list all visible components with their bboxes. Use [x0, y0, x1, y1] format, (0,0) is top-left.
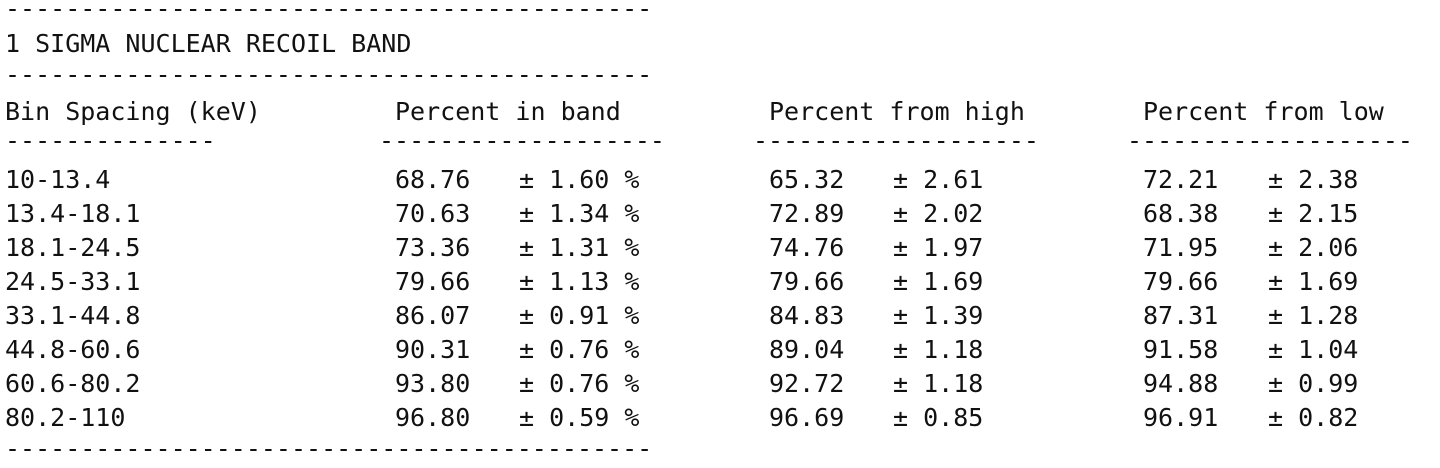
cell-in-band-error: ± 1.31 %	[519, 233, 640, 262]
cell-in-band-error: ± 1.13 %	[519, 267, 640, 296]
cell-from-low-error: ± 0.99	[1268, 369, 1359, 398]
cell-percent-in-band: 68.76	[395, 165, 471, 194]
header-rule-in-band: -------------------	[379, 126, 665, 155]
cell-percent-in-band: 90.31	[395, 335, 471, 364]
cell-from-low-error: ± 1.69	[1268, 267, 1359, 296]
cell-percent-from-high: 72.89	[769, 199, 845, 228]
cell-percent-in-band: 86.07	[395, 301, 471, 330]
cell-from-low-error: ± 1.04	[1268, 335, 1359, 364]
cell-from-low-error: ± 0.82	[1268, 403, 1359, 432]
cell-bin-spacing: 10-13.4	[5, 165, 111, 194]
cell-bin-spacing: 24.5-33.1	[5, 267, 141, 296]
cell-percent-from-low: 71.95	[1143, 233, 1219, 262]
cell-from-high-error: ± 1.39	[893, 301, 984, 330]
cell-percent-in-band: 96.80	[395, 403, 471, 432]
cell-bin-spacing: 44.8-60.6	[5, 335, 141, 364]
cell-percent-in-band: 70.63	[395, 199, 471, 228]
cell-percent-from-high: 84.83	[769, 301, 845, 330]
cell-percent-from-low: 91.58	[1143, 335, 1219, 364]
cell-percent-in-band: 79.66	[395, 267, 471, 296]
cell-from-high-error: ± 1.69	[893, 267, 984, 296]
cell-percent-from-low: 96.91	[1143, 403, 1219, 432]
cell-percent-from-low: 94.88	[1143, 369, 1219, 398]
cell-percent-from-low: 72.21	[1143, 165, 1219, 194]
cell-percent-from-high: 74.76	[769, 233, 845, 262]
cell-from-high-error: ± 2.61	[893, 165, 984, 194]
header-percent-in-band: Percent in band	[395, 97, 621, 126]
cell-percent-from-high: 79.66	[769, 267, 845, 296]
title-rule: ----------------------------------------…	[5, 60, 653, 89]
cell-percent-from-low: 87.31	[1143, 301, 1219, 330]
top-rule: ----------------------------------------…	[5, 0, 653, 23]
cell-bin-spacing: 18.1-24.5	[5, 233, 141, 262]
cell-in-band-error: ± 0.59 %	[519, 403, 640, 432]
cell-percent-from-high: 92.72	[769, 369, 845, 398]
cell-in-band-error: ± 1.34 %	[519, 199, 640, 228]
cell-percent-in-band: 93.80	[395, 369, 471, 398]
cell-in-band-error: ± 0.76 %	[519, 335, 640, 364]
cell-percent-from-high: 96.69	[769, 403, 845, 432]
bottom-rule: ----------------------------------------…	[5, 434, 653, 463]
cell-bin-spacing: 13.4-18.1	[5, 199, 141, 228]
cell-percent-from-low: 68.38	[1143, 199, 1219, 228]
cell-percent-from-low: 79.66	[1143, 267, 1219, 296]
header-percent-from-low: Percent from low	[1143, 97, 1384, 126]
cell-percent-from-high: 89.04	[769, 335, 845, 364]
header-bin-spacing: Bin Spacing (keV)	[5, 97, 261, 126]
cell-percent-from-high: 65.32	[769, 165, 845, 194]
cell-in-band-error: ± 0.76 %	[519, 369, 640, 398]
header-rule-from-high: -------------------	[753, 126, 1039, 155]
cell-from-low-error: ± 2.06	[1268, 233, 1359, 262]
cell-from-high-error: ± 1.18	[893, 369, 984, 398]
cell-from-high-error: ± 2.02	[893, 199, 984, 228]
cell-percent-in-band: 73.36	[395, 233, 471, 262]
cell-from-low-error: ± 2.38	[1268, 165, 1359, 194]
header-rule-from-low: -------------------	[1127, 126, 1413, 155]
cell-from-high-error: ± 0.85	[893, 403, 984, 432]
cell-bin-spacing: 33.1-44.8	[5, 301, 141, 330]
cell-in-band-error: ± 0.91 %	[519, 301, 640, 330]
cell-bin-spacing: 80.2-110	[5, 403, 126, 432]
cell-from-low-error: ± 2.15	[1268, 199, 1359, 228]
document-title: 1 SIGMA NUCLEAR RECOIL BAND	[5, 29, 412, 58]
cell-from-high-error: ± 1.97	[893, 233, 984, 262]
header-rule-bin-spacing: --------------	[5, 126, 216, 155]
cell-in-band-error: ± 1.60 %	[519, 165, 640, 194]
header-percent-from-high: Percent from high	[769, 97, 1025, 126]
cell-from-low-error: ± 1.28	[1268, 301, 1359, 330]
cell-bin-spacing: 60.6-80.2	[5, 369, 141, 398]
cell-from-high-error: ± 1.18	[893, 335, 984, 364]
